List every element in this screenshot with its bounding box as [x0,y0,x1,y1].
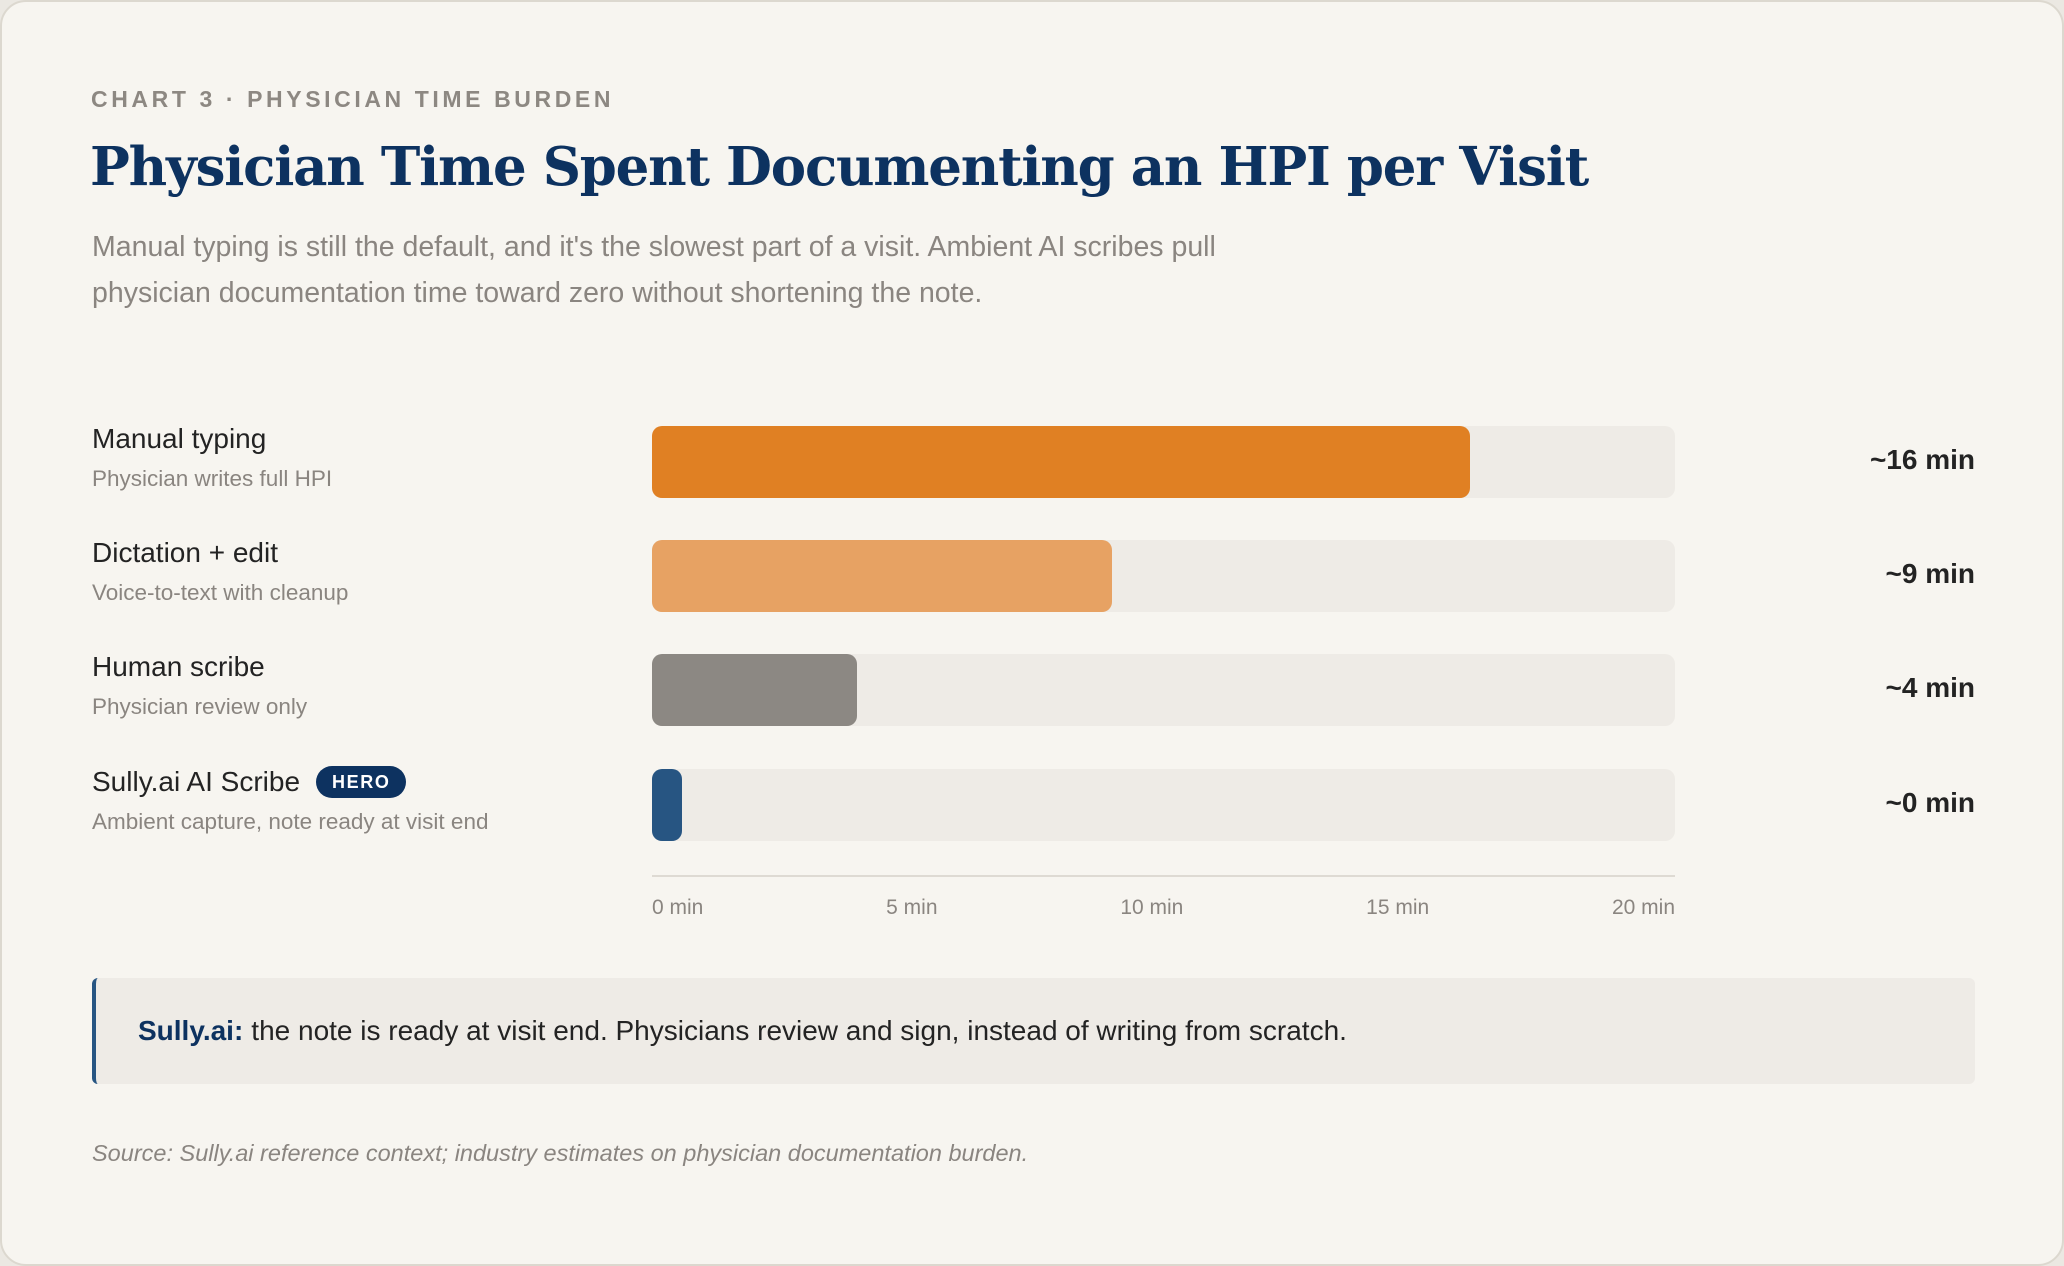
bar-dictation-edit [652,540,1113,612]
bar-track [652,654,1675,726]
bar-row-dictation-edit: Dictation + edit Voice-to-text with clea… [2,537,2064,612]
bar-row-manual-typing: Manual typing Physician writes full HPI … [2,423,2064,498]
bar-value-label: ~0 min [1885,787,1975,818]
x-tick: 15 min [1366,896,1430,919]
row-label: Human scribe [92,651,265,683]
x-tick: 20 min [1611,896,1675,919]
hero-badge: HERO [316,766,407,798]
callout-brand: Sully.ai: [138,1015,244,1046]
chart-title: Physician Time Spent Documenting an HPI … [90,136,1589,198]
bar-sully-ai-scribe [652,769,682,841]
row-label-text: Sully.ai AI Scribe [92,766,301,797]
source-note: Source: Sully.ai reference context; indu… [92,1140,1029,1166]
x-axis-ticks: 0 min 5 min 10 min 15 min 20 min [652,896,1675,920]
row-label: Dictation + edit [92,537,278,569]
bar-track [652,426,1675,498]
row-label: Manual typing [92,423,266,455]
chart-subtitle: Manual typing is still the default, and … [92,231,1216,309]
row-sublabel: Voice-to-text with cleanup [92,580,349,605]
x-tick: 0 min [652,896,704,919]
bar-value-label: ~4 min [1885,672,1975,703]
bar-track [652,540,1675,612]
x-tick: 5 min [886,896,938,919]
bar-row-human-scribe: Human scribe Physician review only ~4 mi… [2,651,2064,726]
bar-human-scribe [652,654,857,726]
row-label-text: Human scribe [92,651,265,682]
callout-box: Sully.ai: the note is ready at visit end… [92,978,1975,1084]
bar-row-sully-ai-scribe: Sully.ai AI Scribe HERO Ambient capture,… [2,766,2064,841]
chart-eyebrow: CHART 3 · PHYSICIAN TIME BURDEN [91,86,615,112]
callout-text: the note is ready at visit end. Physicia… [251,1015,1347,1046]
x-tick: 10 min [1120,896,1184,919]
bar-track [652,769,1675,841]
bar-value-label: ~9 min [1885,558,1975,589]
bar-manual-typing [652,426,1471,498]
bar-value-label: ~16 min [1869,444,1975,475]
row-label: Sully.ai AI Scribe HERO [92,766,407,798]
row-sublabel: Ambient capture, note ready at visit end [92,809,489,834]
row-sublabel: Physician review only [92,694,308,719]
row-label-text: Manual typing [92,423,267,454]
row-sublabel: Physician writes full HPI [92,466,333,491]
row-label-text: Dictation + edit [92,537,278,568]
x-axis-line [652,875,1675,877]
